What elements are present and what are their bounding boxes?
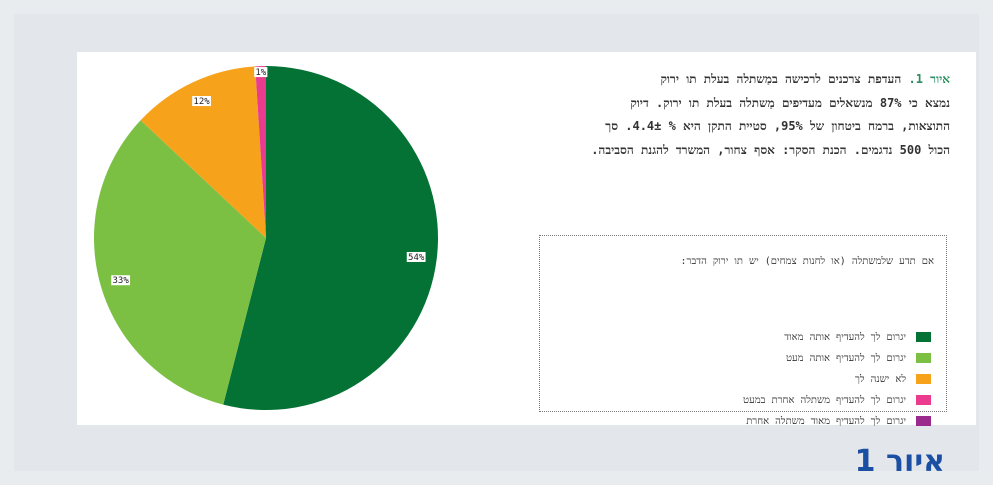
legend-title: אם תדע שלמשתלה (או לחנות צמחים) יש תו יר… xyxy=(680,256,934,267)
legend-item-3: לא ישנה לך xyxy=(854,373,906,385)
pie-slice-label-bg-4 xyxy=(254,67,268,78)
pie-slice-1 xyxy=(223,66,439,410)
pie-slice-label-bg-3 xyxy=(192,96,211,107)
caption-title: העדפת צרכנים לרכישה במַשתלה בעלת תו ירוק xyxy=(660,72,909,86)
legend-swatch-2 xyxy=(916,353,931,363)
pie-slice-label-bg-1 xyxy=(406,251,426,262)
legend-swatch-1 xyxy=(916,332,931,342)
caption-line-3: הכול 500 נדגמים. הכנת הסקר: אסף צחור, המ… xyxy=(591,142,950,157)
legend-item-2: יגרום לך להעדיף אותה מעט xyxy=(785,352,906,364)
pie-slice-2 xyxy=(93,120,266,405)
legend-item-1: יגרום לך להעדיף אותה מאוד xyxy=(784,331,906,343)
caption-figure-label: איור 1. xyxy=(908,72,950,86)
figure-title: איור 1 xyxy=(854,444,945,479)
legend-swatch-5 xyxy=(916,416,931,426)
chart-legend: אם תדע שלמשתלה (או לחנות צמחים) יש תו יר… xyxy=(539,235,947,427)
caption-line-2: התוצאות, ברמח ביטחון של 95%, סטיית התקן … xyxy=(605,119,950,133)
chart-card: 54% 33% 12% 1% איור 1. העדפת צרכנים לרכישה … xyxy=(77,52,976,427)
legend-swatch-4 xyxy=(916,395,931,405)
legend-swatch-3 xyxy=(916,374,931,384)
pie-chart: 54% 33% 12% 1% xyxy=(93,66,439,410)
legend-item-5: יגרום לך להעדיף מאוד משתלה אחרת xyxy=(746,415,906,427)
legend-item-4: יגרום לך להעדיף משתלה אחרת במעט xyxy=(743,394,906,406)
figure-frame: 54% 33% 12% 1% איור 1. העדפת צרכנים לרכישה … xyxy=(14,14,979,479)
pie-slice-label-2: 33% xyxy=(113,276,130,286)
pie-slice-label-1: 54% xyxy=(408,253,425,263)
pie-slice-label-3: 12% xyxy=(193,97,210,107)
caption-line-1: נמצא כי 87% מנשאלים מעדיפים מַשתלה בעלת … xyxy=(630,95,950,110)
pie-slice-label-bg-2 xyxy=(111,275,131,286)
pie-slice-4 xyxy=(255,66,266,238)
pie-slice-label-4: 1% xyxy=(255,68,266,78)
pie-slice-3 xyxy=(140,66,266,238)
figure-caption: איור 1. העדפת צרכנים לרכישה במַשתלה בעלת… xyxy=(510,68,950,162)
